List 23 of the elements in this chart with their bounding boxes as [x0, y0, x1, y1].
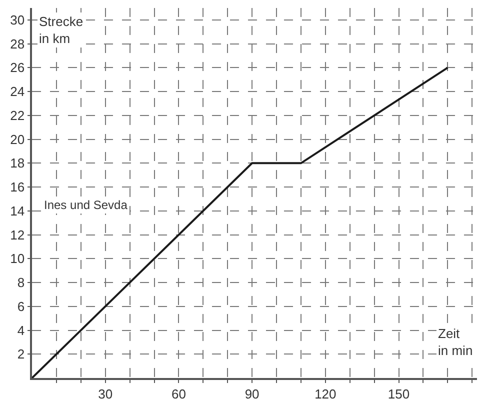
y-tick-label: 22 — [10, 108, 25, 123]
x-tick-label: 60 — [171, 386, 186, 402]
text: Ines und Sevda — [44, 198, 128, 212]
x-tick-label: 150 — [388, 386, 410, 402]
y-tick-label: 14 — [10, 203, 25, 218]
y-tick-label: 20 — [10, 132, 25, 147]
y-tick-label: 16 — [10, 180, 25, 195]
y-tick-label: 2 — [17, 346, 25, 362]
y-axis-title: Strecke in km — [39, 14, 84, 46]
y-tick-label: 6 — [17, 298, 25, 314]
y-tick-label: 18 — [10, 156, 25, 171]
y-tick-label: 10 — [10, 251, 25, 266]
x-tick-label: 90 — [244, 386, 260, 402]
y-tick-label: 26 — [10, 60, 25, 76]
y-tick-label: 30 — [10, 12, 25, 28]
y-tick-label: 12 — [10, 227, 25, 242]
y-tick-label: 8 — [17, 275, 25, 290]
x-tick-label: 30 — [98, 386, 113, 402]
y-tick-label: 28 — [10, 36, 25, 52]
y-tick-label: 24 — [10, 84, 25, 100]
y-tick-label: 4 — [17, 322, 25, 338]
x-tick-label: 120 — [314, 386, 336, 402]
x-axis-title: Zeit in min — [438, 326, 473, 358]
